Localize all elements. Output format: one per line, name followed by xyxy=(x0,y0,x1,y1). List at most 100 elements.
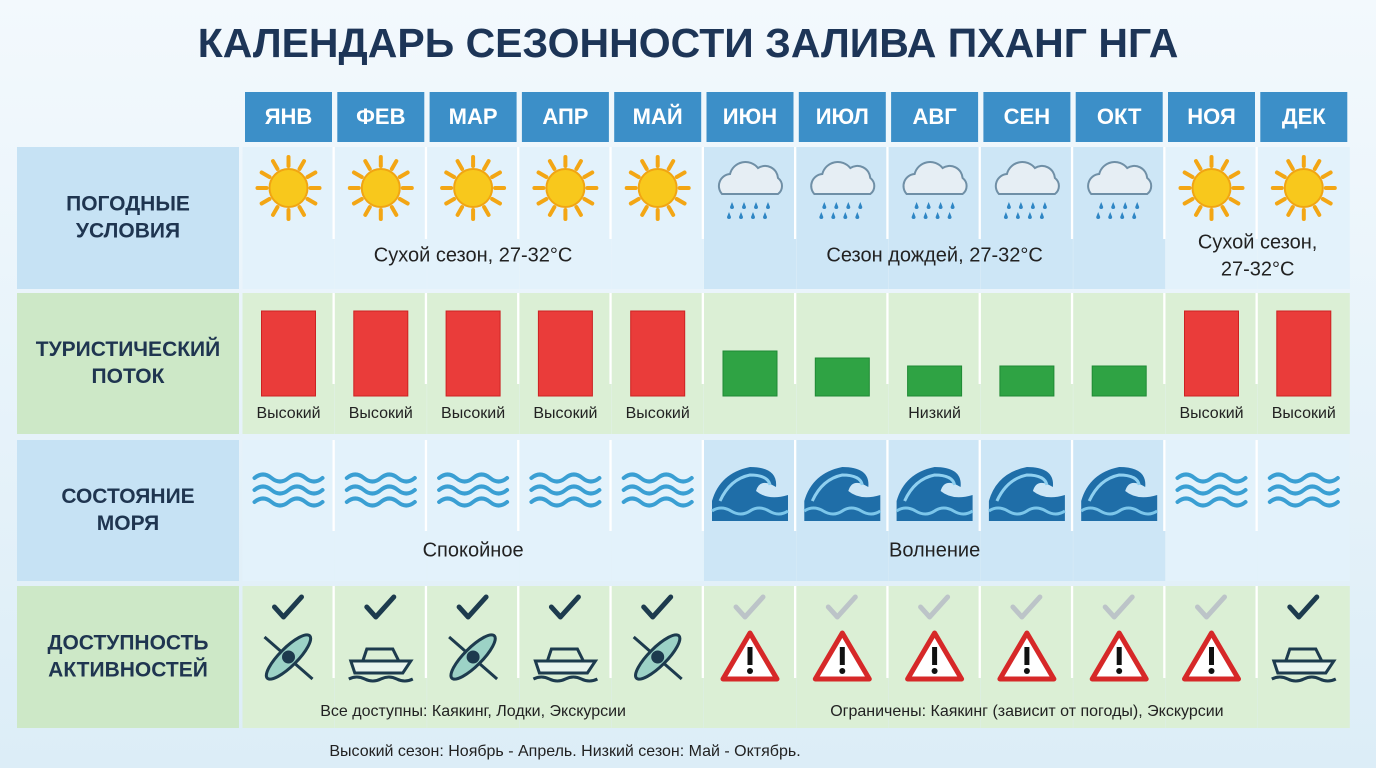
rain-drop xyxy=(855,212,860,219)
rain-icon xyxy=(902,161,968,219)
row-label: ПОГОДНЫЕ xyxy=(66,193,190,216)
month-label: АПР xyxy=(542,104,588,129)
sun-ray xyxy=(490,170,502,179)
check-icon xyxy=(364,594,397,620)
cell xyxy=(888,293,981,434)
kayak-icon xyxy=(632,633,683,681)
sun-ray xyxy=(536,197,549,206)
rain-drop xyxy=(763,212,767,219)
tourist-bar xyxy=(999,365,1055,397)
month-header xyxy=(983,92,1071,142)
water xyxy=(348,675,414,683)
check-icon xyxy=(272,594,304,620)
calm-wave xyxy=(1267,496,1340,508)
sun-ray xyxy=(482,159,491,171)
sun-icon xyxy=(1270,155,1337,221)
tourist-level: Высокий xyxy=(256,405,320,422)
sun-ray xyxy=(1320,170,1333,179)
sun-ray xyxy=(1312,205,1322,217)
month-label: ИЮН xyxy=(723,104,777,129)
tourist-bar xyxy=(261,310,316,397)
month-header xyxy=(245,92,332,142)
rain-drop xyxy=(766,202,770,209)
wave-foam xyxy=(810,473,864,502)
sun-icon xyxy=(440,155,507,221)
sun-icon xyxy=(624,155,691,221)
cell xyxy=(1073,293,1166,434)
month-label: АВГ xyxy=(912,104,957,129)
rain-drop xyxy=(727,212,731,219)
cloud xyxy=(717,161,783,195)
tourist-level: Высокий xyxy=(626,405,690,422)
title: КАЛЕНДАРЬ СЕЗОННОСТИ ЗАЛИВА ПХАНГ НГА xyxy=(198,20,1179,66)
kayak-icon xyxy=(448,633,499,681)
rough-wave-icon xyxy=(1080,467,1159,521)
sun-ray xyxy=(305,197,318,206)
tourist-bar xyxy=(814,357,870,397)
month-label: ДЕК xyxy=(1282,104,1326,129)
rain-drop xyxy=(819,212,824,219)
month-header xyxy=(614,92,702,142)
row-label: ДОСТУПНОСТЬ xyxy=(48,632,209,655)
rough-wave-icon xyxy=(711,467,789,521)
hull xyxy=(1271,659,1337,675)
sun-ray xyxy=(297,205,306,217)
tourist-bar xyxy=(1091,365,1147,397)
cell xyxy=(334,440,427,581)
wave-foam xyxy=(903,473,957,502)
calm-wave xyxy=(437,472,510,484)
sun-ray xyxy=(1286,205,1295,217)
sun-ray xyxy=(397,170,410,179)
tourist-level: Высокий xyxy=(533,405,597,422)
rain-drop xyxy=(754,202,758,209)
sun-ray xyxy=(305,170,318,179)
cloud xyxy=(994,161,1060,195)
sun-ray xyxy=(1228,170,1241,179)
cell xyxy=(427,440,520,581)
warning-dot xyxy=(1023,668,1030,674)
calm-wave xyxy=(252,496,325,508)
warning-dot xyxy=(1208,668,1215,674)
tourist-bar xyxy=(630,310,686,397)
rain-drop xyxy=(1108,212,1113,219)
check-icon xyxy=(733,594,766,620)
calm-wave xyxy=(1175,484,1248,496)
sun-ray xyxy=(363,205,372,217)
rain-drop xyxy=(923,212,928,219)
cell xyxy=(242,440,335,581)
sun-disc xyxy=(1191,168,1232,208)
sun-ray xyxy=(389,205,399,217)
check-icon xyxy=(825,594,858,620)
warning-mark xyxy=(747,647,753,665)
rough-wave-icon xyxy=(895,467,974,521)
sun-ray xyxy=(1274,197,1287,206)
cell xyxy=(611,440,704,581)
calm-wave xyxy=(1267,484,1340,496)
kayaker xyxy=(282,650,295,664)
sun-ray xyxy=(640,159,649,171)
warning-dot xyxy=(1116,668,1123,674)
check-icon xyxy=(1287,594,1320,620)
kayak-icon xyxy=(263,633,314,681)
sun-ray xyxy=(1194,205,1203,217)
cell xyxy=(1165,440,1258,581)
row-label-cell xyxy=(17,586,239,728)
rain-drop xyxy=(834,202,839,209)
calm-wave xyxy=(344,472,417,484)
warning-mark xyxy=(932,647,938,665)
water xyxy=(532,675,599,683)
sun-disc xyxy=(453,168,494,208)
rain-drop xyxy=(1135,202,1140,209)
calm-wave xyxy=(252,472,325,484)
calm-wave xyxy=(344,484,417,496)
sun-icon xyxy=(532,155,599,221)
check-icon xyxy=(548,594,581,620)
month-header xyxy=(798,92,886,142)
sun-ray xyxy=(490,197,502,206)
rain-icon xyxy=(810,161,876,219)
sun-ray xyxy=(582,197,595,206)
sun-ray xyxy=(574,159,583,171)
calm-wave xyxy=(529,484,602,496)
warning-mark xyxy=(839,647,845,665)
